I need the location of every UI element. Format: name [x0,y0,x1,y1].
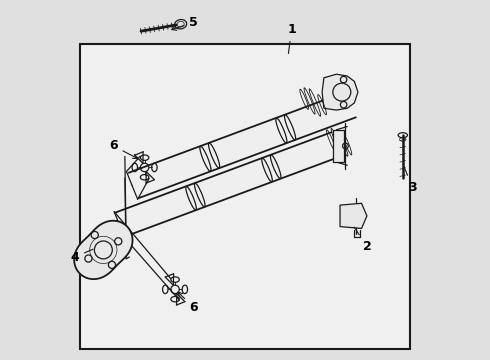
Text: 1: 1 [287,23,296,54]
Text: 2: 2 [354,227,371,253]
Polygon shape [340,203,367,228]
Polygon shape [74,221,132,279]
Text: 4: 4 [70,249,93,264]
Text: 6: 6 [109,139,137,158]
Polygon shape [322,74,358,110]
Text: 6: 6 [178,292,198,314]
Polygon shape [129,92,356,198]
Polygon shape [115,132,341,237]
Text: 3: 3 [404,166,417,194]
Text: 5: 5 [172,16,198,30]
Polygon shape [333,130,343,162]
FancyBboxPatch shape [80,44,410,348]
